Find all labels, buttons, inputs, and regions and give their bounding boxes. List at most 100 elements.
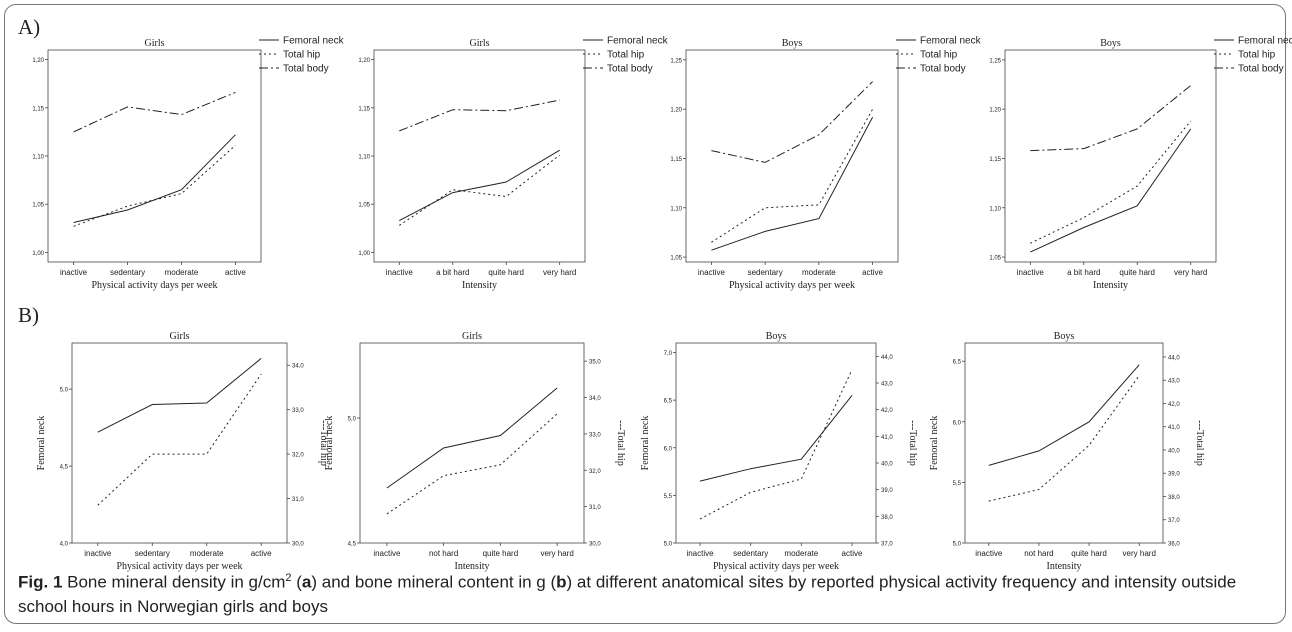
chart-7: Boys inactive sedentary moderate activePhysi… — [640, 331, 918, 572]
y-tick-label: 1,20 — [32, 58, 44, 64]
y2-tick-label: 36,0 — [1168, 542, 1180, 548]
x-tick-label: inactive — [84, 549, 112, 558]
series-line-femoral-neck — [97, 358, 262, 433]
series-line-total-body — [711, 81, 873, 163]
y2-tick-label: 35,0 — [589, 360, 601, 366]
y-tick-label: 1,25 — [670, 58, 682, 64]
x-tick-label: moderate — [165, 268, 199, 277]
legend-label: Total body — [1238, 64, 1284, 75]
plot-frame — [373, 49, 586, 263]
y-tick-label: 5,5 — [953, 481, 962, 487]
x-tick-label: sedentary — [733, 549, 768, 558]
x-tick-label: inactive — [373, 549, 401, 558]
x-tick-label: very hard — [540, 549, 573, 558]
y-tick-label: 4,5 — [348, 542, 357, 548]
legend-label: Femoral neck — [920, 36, 982, 47]
y-tick-label: 1,00 — [358, 251, 370, 257]
x-tick-label: very hard — [1123, 549, 1156, 558]
series-line-femoral-neck — [699, 395, 853, 482]
y-tick-label: 4,0 — [60, 542, 69, 548]
y2-axis-label: ---Total hip — [615, 420, 626, 466]
series-line-femoral-neck — [988, 364, 1140, 466]
x-tick-label: a bit hard — [1067, 268, 1100, 277]
y2-tick-label: 31,0 — [589, 505, 601, 511]
caption-text-c: ) and bone mineral content in g ( — [311, 572, 557, 592]
figure-caption: Fig. 1 Bone mineral density in g/cm2 (a)… — [18, 566, 1268, 619]
x-axis-label: Physical activity days per week — [729, 280, 855, 291]
y2-tick-label: 38,0 — [881, 515, 893, 521]
plot-frame — [1004, 49, 1217, 263]
chart-8: Boys inactive not hard quite hard very hard I… — [929, 331, 1205, 572]
x-tick-label: very hard — [1174, 268, 1207, 277]
chart-title: Boys — [766, 331, 787, 342]
chart-4: Boys inactive a bit hard quite hard very har… — [989, 36, 1292, 292]
chart-title: Girls — [145, 38, 165, 49]
y2-tick-label: 40,0 — [1168, 448, 1180, 454]
y-tick-label: 6,0 — [953, 420, 962, 426]
y-tick-label: 7,0 — [664, 351, 673, 357]
y-tick-label: 1,05 — [670, 256, 682, 262]
x-tick-label: sedentary — [748, 268, 783, 277]
y2-tick-label: 30,0 — [292, 542, 304, 548]
caption-superscript: 2 — [285, 572, 292, 584]
x-axis-label: Physical activity days per week — [91, 280, 217, 291]
y2-tick-label: 37,0 — [1168, 518, 1180, 524]
x-tick-label: moderate — [802, 268, 836, 277]
y-tick-label: 1,25 — [989, 58, 1001, 64]
series-line-total-hip — [711, 108, 874, 243]
series-line-femoral-neck — [711, 116, 874, 251]
x-tick-label: inactive — [386, 268, 414, 277]
legend-label: Total hip — [283, 50, 321, 61]
x-axis-label: Intensity — [1093, 280, 1128, 291]
chart-2: Girls inactive a bit hard quite hard very ha… — [358, 36, 668, 292]
x-tick-label: quite hard — [1119, 268, 1155, 277]
caption-panel-b-ref: b — [556, 572, 567, 592]
y2-tick-label: 38,0 — [1168, 495, 1180, 501]
legend-label: Total hip — [1238, 50, 1276, 61]
x-tick-label: active — [862, 268, 883, 277]
chart-title: Boys — [1054, 331, 1075, 342]
panel-label-b: B) — [18, 303, 39, 327]
y2-tick-label: 40,0 — [881, 462, 893, 468]
legend-label: Total hip — [607, 50, 645, 61]
series-line-femoral-neck — [399, 149, 560, 222]
x-tick-label: active — [251, 549, 272, 558]
x-tick-label: inactive — [60, 268, 88, 277]
y2-tick-label: 31,0 — [292, 497, 304, 503]
plot-frame — [685, 49, 899, 263]
y-axis-label: Femoral neck — [640, 416, 651, 471]
y-tick-label: 1,05 — [989, 256, 1001, 262]
y2-tick-label: 34,0 — [292, 364, 304, 370]
x-tick-label: a bit hard — [436, 268, 469, 277]
caption-text-a: Bone mineral density in g/cm — [62, 572, 286, 592]
x-tick-label: inactive — [698, 268, 726, 277]
y2-tick-label: 41,0 — [1168, 425, 1180, 431]
y-tick-label: 1,20 — [670, 108, 682, 114]
plot-frame — [47, 49, 262, 263]
y2-tick-label: 43,0 — [1168, 379, 1180, 385]
y2-axis-label: ---Total hip — [318, 420, 329, 466]
y2-tick-label: 44,0 — [1168, 355, 1180, 361]
series-line-total-body — [399, 99, 560, 132]
y2-tick-label: 39,0 — [1168, 472, 1180, 478]
y-tick-label: 5,0 — [348, 417, 357, 423]
series-line-femoral-neck — [1030, 128, 1192, 253]
plot-frame — [359, 342, 585, 544]
y2-tick-label: 34,0 — [589, 396, 601, 402]
x-tick-label: active — [842, 549, 863, 558]
chart-title: Girls — [462, 331, 482, 342]
y2-axis-label: ---Total hip — [1194, 420, 1205, 466]
chart-title: Girls — [470, 38, 490, 49]
y-axis-label: Femoral neck — [929, 416, 940, 471]
y2-tick-label: 44,0 — [881, 355, 893, 361]
caption-text-b: ( — [291, 572, 302, 592]
y2-tick-label: 42,0 — [881, 408, 893, 414]
chart-3: Boys inactive sedentary moderate active Physi… — [670, 36, 981, 292]
y2-tick-label: 43,0 — [881, 382, 893, 388]
plot-frame — [71, 342, 288, 544]
y-tick-label: 6,5 — [953, 360, 962, 366]
series-line-total-hip — [73, 145, 236, 227]
charts-group: Girls inactive sedentary moderate active Phys… — [32, 36, 1292, 573]
plot-frame — [675, 342, 877, 544]
